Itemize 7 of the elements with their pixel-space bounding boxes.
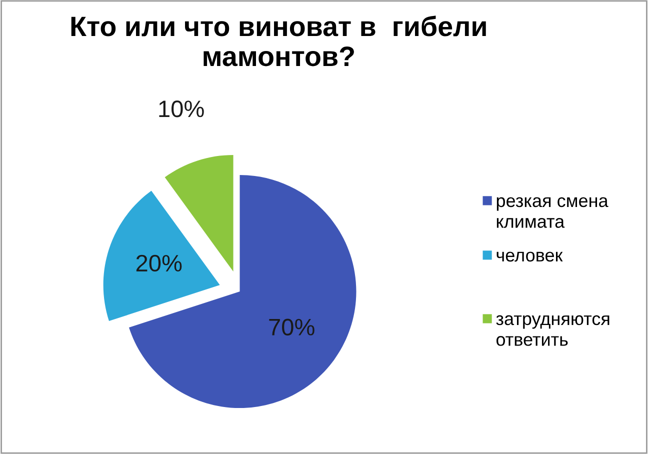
legend-label: затрудняются ответить xyxy=(496,315,610,346)
data-label: 10% xyxy=(159,100,204,118)
legend-label: человек xyxy=(496,252,563,262)
chart-title: Кто или что виноват в гибели мамонтов? xyxy=(71,16,486,66)
legend-label: резкая смена климата xyxy=(496,197,608,228)
data-label: 70% xyxy=(269,318,314,336)
data-label: 20% xyxy=(136,254,182,272)
